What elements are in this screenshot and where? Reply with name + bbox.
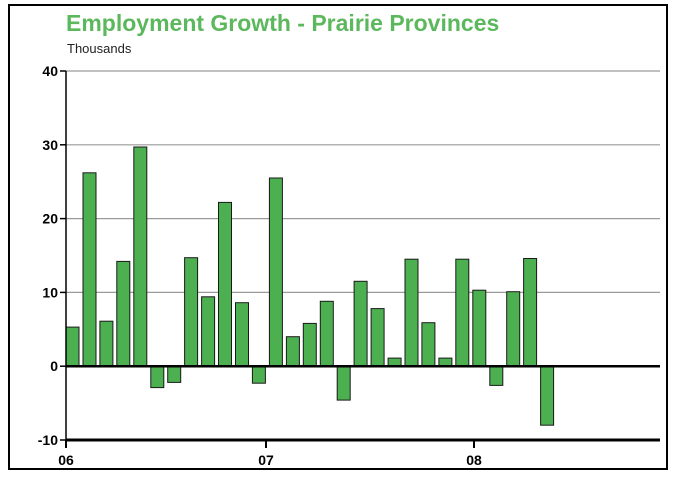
bar xyxy=(540,365,555,426)
grid-lines xyxy=(66,70,660,293)
bar xyxy=(302,322,317,367)
y-tick-label: 40 xyxy=(42,63,58,79)
bar xyxy=(167,365,182,383)
chart-title: Employment Growth - Prairie Provinces xyxy=(66,10,500,36)
bar xyxy=(336,365,351,401)
bar xyxy=(150,365,165,389)
bar xyxy=(251,365,266,384)
y-tick-label: 10 xyxy=(42,284,58,300)
bar xyxy=(421,322,436,367)
bar xyxy=(370,308,385,367)
y-tick-label: 20 xyxy=(42,211,58,227)
bar xyxy=(235,302,249,367)
y-tick-label: 0 xyxy=(50,358,58,374)
x-tick-label: 06 xyxy=(58,452,74,468)
bar xyxy=(65,326,80,367)
bar xyxy=(353,280,368,367)
bar xyxy=(404,258,419,367)
bar xyxy=(455,258,470,367)
bar xyxy=(523,258,538,367)
x-tick-label: 08 xyxy=(466,452,482,468)
bar xyxy=(506,291,521,367)
x-tick-label: 07 xyxy=(258,452,274,468)
axes xyxy=(65,71,660,442)
bar xyxy=(319,300,334,367)
bar xyxy=(472,289,487,367)
y-tick-label: 30 xyxy=(42,137,58,153)
bar xyxy=(285,336,300,367)
bars-group xyxy=(65,146,555,426)
bar xyxy=(133,146,148,367)
bar xyxy=(268,177,283,367)
bar xyxy=(184,257,199,367)
chart-subtitle: Thousands xyxy=(67,41,132,56)
bar xyxy=(116,260,131,367)
bar xyxy=(82,172,97,367)
bar xyxy=(218,201,232,367)
y-axis-ticks: 40 30 20 10 0 -10 xyxy=(38,63,66,448)
x-axis-ticks: 06 07 08 xyxy=(58,440,482,468)
bar xyxy=(99,320,114,367)
y-tick-label: -10 xyxy=(38,432,58,448)
bar xyxy=(201,296,216,367)
bar xyxy=(489,365,504,386)
